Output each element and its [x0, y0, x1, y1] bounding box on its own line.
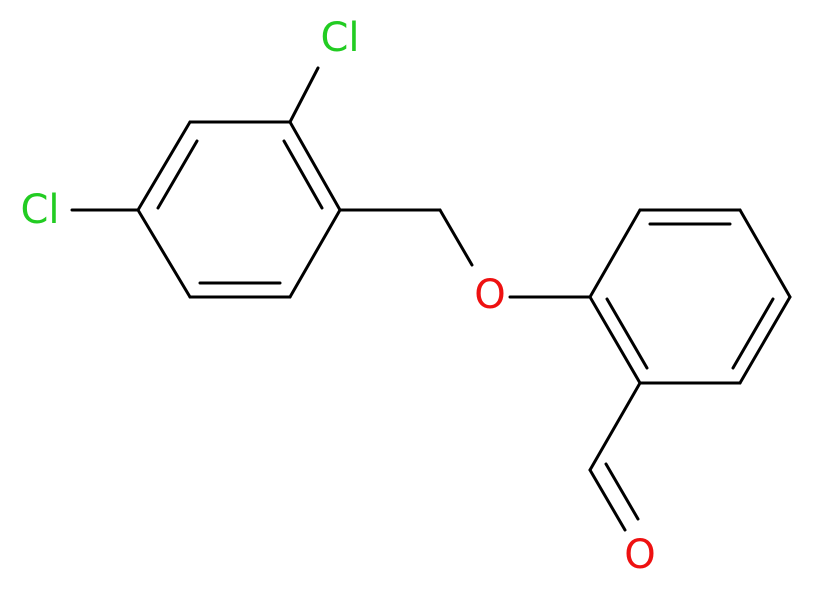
bond: [136, 208, 192, 299]
atom-label: Cl: [20, 187, 59, 233]
bond: [288, 208, 342, 299]
bond-inner: [731, 297, 775, 370]
atom-label: O: [624, 532, 655, 578]
bond: [136, 120, 192, 212]
bonds: [70, 66, 792, 532]
bond-inner: [282, 139, 324, 210]
bond-inner: [156, 139, 199, 210]
bond: [438, 208, 474, 267]
bond: [588, 208, 642, 299]
atom-label: O: [474, 272, 505, 318]
atom-labels: Cl Cl O O: [20, 15, 655, 578]
bond: [738, 295, 792, 385]
bond: [738, 208, 792, 299]
atom-label: Cl: [320, 15, 359, 61]
bond-inner: [605, 297, 649, 370]
bond: [288, 66, 320, 124]
bond: [288, 120, 342, 212]
bond: [588, 381, 642, 472]
bond: [588, 295, 642, 385]
bond: [588, 468, 627, 532]
bond-inner: [604, 462, 640, 521]
